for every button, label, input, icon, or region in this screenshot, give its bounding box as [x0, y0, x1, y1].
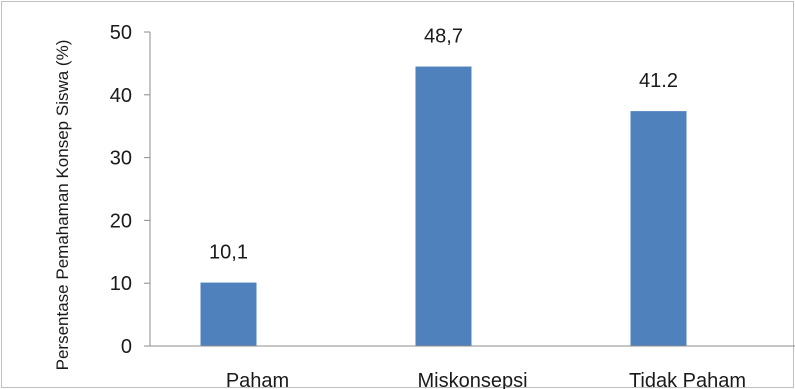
y-tick-label: 40 [110, 85, 132, 107]
bar [415, 66, 472, 346]
y-tick-label: 20 [110, 210, 132, 232]
x-tick-label: Miskonsepsi [417, 370, 527, 389]
x-tick-label: Tidak Paham [629, 370, 746, 389]
bar [630, 111, 687, 347]
x-tick-label: Paham [226, 370, 289, 389]
data-label: 10,1 [209, 242, 248, 264]
y-tick-label: 0 [121, 336, 132, 358]
bar [200, 282, 257, 346]
bars [200, 66, 687, 347]
x-axis-labels: Paham Miskonsepsi Tidak Paham [226, 370, 746, 389]
y-tick-label: 30 [110, 148, 132, 170]
y-tick-label: 10 [110, 273, 132, 295]
data-label: 41.2 [639, 70, 678, 92]
y-tick-label: 50 [110, 22, 132, 44]
data-label: 48,7 [424, 26, 463, 48]
y-axis-ticks: 0 10 20 30 40 50 [110, 22, 150, 358]
data-labels: 10,1 48,7 41.2 [209, 26, 678, 264]
y-axis-label: Persentase Pemahaman Konsep Siswa (%) [53, 40, 72, 371]
